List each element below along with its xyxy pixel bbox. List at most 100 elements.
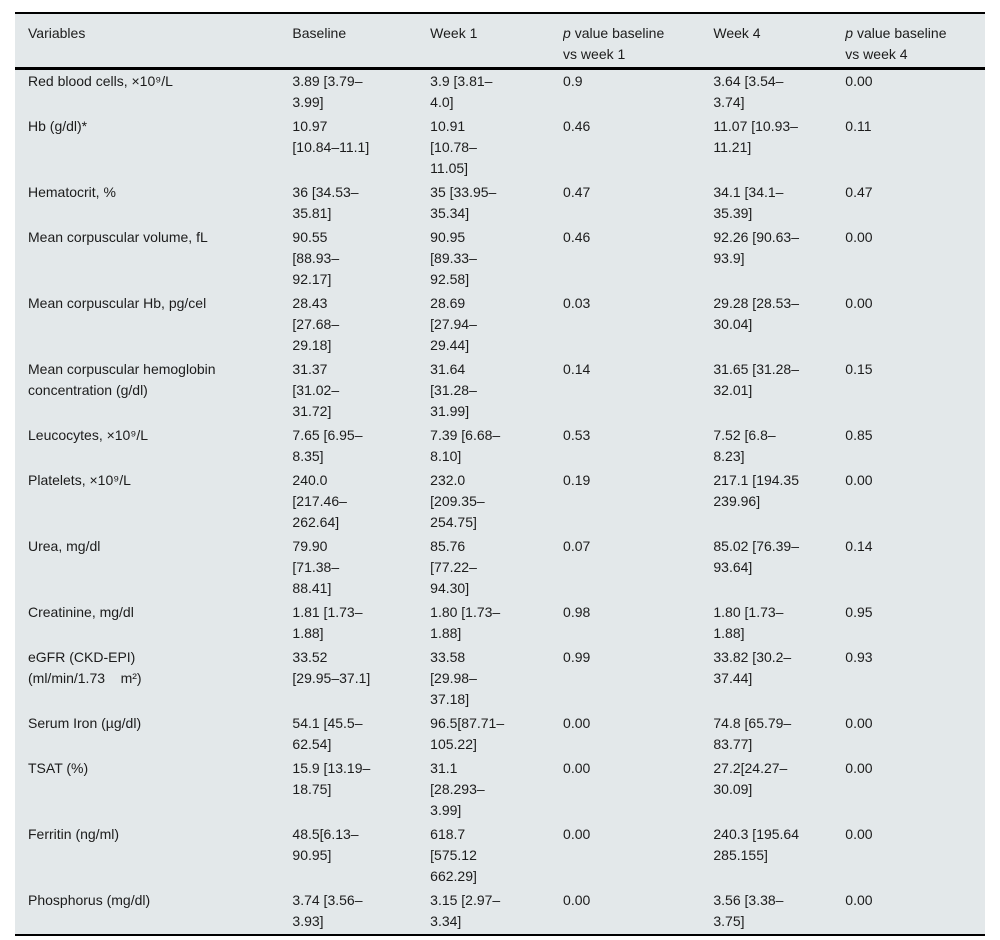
col-header-week1: Week 1 [430, 13, 564, 70]
cell-pvalue-week4: 0.00 [845, 295, 873, 311]
table-header-row: Variables Baseline Week 1 p value baseli… [15, 13, 985, 70]
cell-week4: 1.80 [1.73– 1.88] [713, 604, 784, 641]
cell-week1: 10.91 [10.78– 11.05] [430, 118, 477, 176]
cell-baseline: 15.9 [13.19– 18.75] [292, 760, 371, 797]
cell-week1: 33.58 [29.98– 37.18] [430, 649, 477, 707]
header-label: Baseline [292, 25, 347, 41]
cell-week4: 27.2[24.27– 30.09] [713, 760, 788, 797]
table-body: Red blood cells, ×10⁹/L 3.89 [3.79– 3.99… [15, 69, 985, 936]
cell-pvalue-week4: 0.47 [845, 184, 873, 200]
cell-pvalue-week4: 0.11 [845, 118, 872, 134]
cell-week4: 85.02 [76.39– 93.64] [713, 538, 800, 575]
cell-pvalue-week4: 0.14 [845, 538, 873, 554]
cell-week1: 31.64 [31.28– 31.99] [430, 361, 477, 419]
cell-baseline: 3.89 [3.79– 3.99] [292, 73, 363, 110]
cell-pvalue-week4: 0.00 [845, 73, 873, 89]
cell-baseline: 10.97 [10.84–11.1] [292, 118, 370, 155]
cell-pvalue-week1: 0.00 [563, 826, 591, 842]
cell-week4: 240.3 [195.64 285.155] [713, 826, 800, 863]
cell-pvalue-week4: 0.00 [845, 892, 873, 908]
cell-baseline: 90.55 [88.93– 92.17] [292, 229, 340, 287]
cell-week1: 3.9 [3.81– 4.0] [430, 73, 493, 110]
table-row: eGFR (CKD-EPI) (ml/min/1.73 m²) 33.52 [2… [15, 646, 985, 712]
header-label: Variables [28, 25, 86, 41]
cell-baseline: 3.74 [3.56– 3.93] [292, 892, 363, 929]
cell-variable: Mean corpuscular Hb, pg/cel [28, 295, 207, 311]
cell-baseline: 31.37 [31.02– 31.72] [292, 361, 340, 419]
header-italic-prefix: p [845, 25, 854, 41]
table-row: Serum Iron (µg/dl) 54.1 [45.5– 62.54] 96… [15, 712, 985, 757]
cell-variable: TSAT (%) [28, 760, 89, 776]
cell-week4: 34.1 [34.1– 35.39] [713, 184, 784, 221]
cell-pvalue-week1: 0.03 [563, 295, 591, 311]
cell-baseline: 33.52 [29.95–37.1] [292, 649, 371, 686]
cell-baseline: 36 [34.53– 35.81] [292, 184, 359, 221]
cell-week4: 31.65 [31.28– 32.01] [713, 361, 800, 398]
cell-variable: Ferritin (ng/ml) [28, 826, 120, 842]
cell-variable: Creatinine, mg/dl [28, 604, 134, 620]
cell-variable: Urea, mg/dl [28, 538, 101, 554]
cell-pvalue-week1: 0.07 [563, 538, 591, 554]
table-row: Creatinine, mg/dl 1.81 [1.73– 1.88] 1.80… [15, 601, 985, 646]
cell-week1: 35 [33.95– 35.34] [430, 184, 497, 221]
cell-pvalue-week4: 0.00 [845, 472, 873, 488]
cell-pvalue-week4: 0.00 [845, 715, 873, 731]
cell-pvalue-week4: 0.93 [845, 649, 873, 665]
cell-pvalue-week1: 0.46 [563, 229, 591, 245]
cell-variable: Phosphorus (mg/dl) [28, 892, 151, 908]
cell-pvalue-week1: 0.00 [563, 715, 591, 731]
cell-pvalue-week1: 0.14 [563, 361, 591, 377]
cell-week4: 29.28 [28.53– 30.04] [713, 295, 800, 332]
cell-variable: Mean corpuscular hemoglobin concentratio… [28, 361, 216, 398]
cell-week1: 90.95 [89.33– 92.58] [430, 229, 477, 287]
cell-pvalue-week1: 0.00 [563, 760, 591, 776]
cell-pvalue-week1: 0.9 [563, 73, 583, 89]
cell-variable: Serum Iron (µg/dl) [28, 715, 142, 731]
table-row: Red blood cells, ×10⁹/L 3.89 [3.79– 3.99… [15, 69, 985, 116]
cell-pvalue-week4: 0.00 [845, 826, 873, 842]
table-row: Urea, mg/dl 79.90 [71.38– 88.41] 85.76 [… [15, 535, 985, 601]
cell-pvalue-week4: 0.95 [845, 604, 873, 620]
cell-week1: 1.80 [1.73– 1.88] [430, 604, 501, 641]
cell-baseline: 1.81 [1.73– 1.88] [292, 604, 363, 641]
cell-variable: Platelets, ×10⁹/L [28, 472, 131, 488]
table-row: Mean corpuscular volume, fL 90.55 [88.93… [15, 226, 985, 292]
col-header-pvalue-week1: p value baseline vs week 1 [563, 13, 714, 70]
table-row: Ferritin (ng/ml) 48.5[6.13– 90.95] 618.7… [15, 823, 985, 889]
cell-baseline: 79.90 [71.38– 88.41] [292, 538, 340, 596]
table-row: Platelets, ×10⁹/L 240.0 [217.46– 262.64]… [15, 469, 985, 535]
lab-results-table: Variables Baseline Week 1 p value baseli… [15, 12, 985, 936]
cell-week4: 7.52 [6.8– 8.23] [713, 427, 776, 464]
cell-week4: 3.64 [3.54– 3.74] [713, 73, 784, 110]
cell-variable: Red blood cells, ×10⁹/L [28, 73, 173, 89]
cell-baseline: 7.65 [6.95– 8.35] [292, 427, 363, 464]
cell-pvalue-week4: 0.00 [845, 229, 873, 245]
cell-week4: 92.26 [90.63– 93.9] [713, 229, 800, 266]
table-row: Hematocrit, % 36 [34.53– 35.81] 35 [33.9… [15, 181, 985, 226]
cell-variable: eGFR (CKD-EPI) (ml/min/1.73 m²) [28, 649, 142, 686]
table-row: TSAT (%) 15.9 [13.19– 18.75] 31.1 [28.29… [15, 757, 985, 823]
cell-pvalue-week1: 0.46 [563, 118, 591, 134]
cell-week1: 31.1 [28.293– 3.99] [430, 760, 485, 818]
cell-baseline: 28.43 [27.68– 29.18] [292, 295, 340, 353]
cell-week1: 7.39 [6.68– 8.10] [430, 427, 501, 464]
header-italic-prefix: p [563, 25, 571, 41]
header-label: Week 4 [713, 25, 761, 41]
cell-pvalue-week1: 0.47 [563, 184, 591, 200]
cell-variable: Hb (g/dl)* [28, 118, 88, 134]
header-label: value baseline vs week 4 [845, 25, 947, 62]
cell-pvalue-week1: 0.99 [563, 649, 591, 665]
cell-week1: 232.0 [209.35– 254.75] [430, 472, 485, 530]
cell-variable: Mean corpuscular volume, fL [28, 229, 208, 245]
header-label: Week 1 [430, 25, 478, 41]
cell-week4: 3.56 [3.38– 3.75] [713, 892, 784, 929]
cell-pvalue-week4: 0.00 [845, 760, 873, 776]
cell-week4: 11.07 [10.93– 11.21] [713, 118, 798, 155]
table-row: Hb (g/dl)* 10.97 [10.84–11.1] 10.91 [10.… [15, 115, 985, 181]
table-row: Leucocytes, ×10⁹/L 7.65 [6.95– 8.35] 7.3… [15, 424, 985, 469]
table-row: Mean corpuscular Hb, pg/cel 28.43 [27.68… [15, 292, 985, 358]
cell-pvalue-week4: 0.15 [845, 361, 873, 377]
table-header: Variables Baseline Week 1 p value baseli… [15, 13, 985, 70]
cell-baseline: 54.1 [45.5– 62.54] [292, 715, 363, 752]
